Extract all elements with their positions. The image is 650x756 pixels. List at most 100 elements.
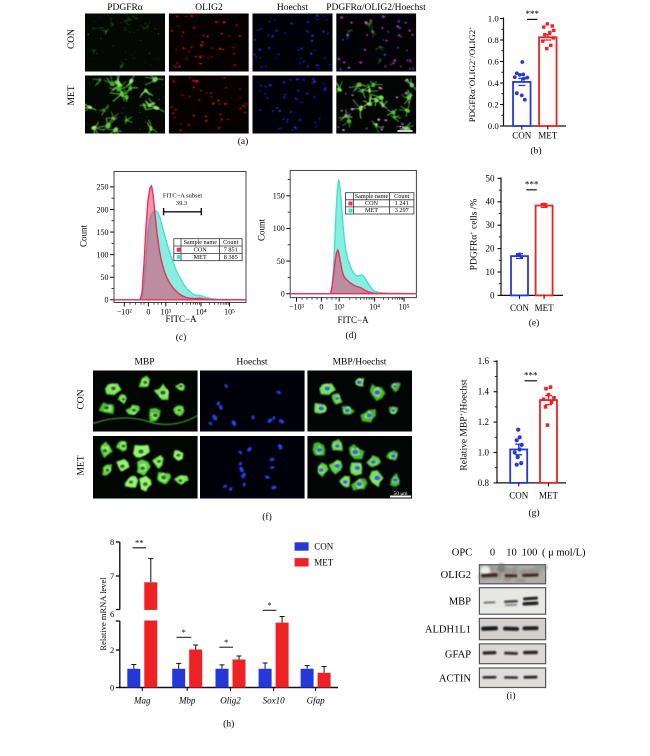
svg-text:0: 0 xyxy=(319,303,323,312)
svg-text:50: 50 xyxy=(486,173,496,183)
svg-text:MET: MET xyxy=(535,303,555,313)
svg-text:3 297: 3 297 xyxy=(395,207,409,214)
svg-text:*: * xyxy=(224,637,228,647)
svg-text:1.0: 1.0 xyxy=(478,447,490,457)
svg-text:0.2: 0.2 xyxy=(488,99,499,109)
svg-text:(h): (h) xyxy=(223,719,234,730)
svg-text:30: 30 xyxy=(486,220,496,230)
svg-text:0.8: 0.8 xyxy=(478,478,490,488)
svg-text:Mbp: Mbp xyxy=(178,696,196,706)
svg-text:**: ** xyxy=(135,538,144,548)
svg-text:MET: MET xyxy=(77,455,87,475)
svg-text:Sox10: Sox10 xyxy=(263,696,285,706)
svg-text:Relative mRNA level: Relative mRNA level xyxy=(98,577,108,651)
svg-text:CON: CON xyxy=(510,303,530,313)
svg-text:10⁵: 10⁵ xyxy=(399,303,410,312)
svg-text:(b): (b) xyxy=(530,146,541,157)
svg-text:(c): (c) xyxy=(176,332,187,343)
svg-text:(a): (a) xyxy=(238,136,249,147)
svg-text:0: 0 xyxy=(110,683,114,693)
svg-text:−10²: −10² xyxy=(117,308,133,317)
svg-text:Count: Count xyxy=(394,193,409,200)
svg-text:7: 7 xyxy=(110,571,114,581)
svg-text:0.4: 0.4 xyxy=(488,78,500,88)
svg-text:(e): (e) xyxy=(529,318,540,329)
svg-text:PDGFRα+OLIG2+/OLIG2+: PDGFRα+OLIG2+/OLIG2+ xyxy=(467,27,477,123)
svg-text:MET: MET xyxy=(67,85,77,105)
svg-text:Sample name: Sample name xyxy=(355,193,389,200)
svg-text:MBP: MBP xyxy=(134,358,154,368)
svg-text:(g): (g) xyxy=(528,508,539,519)
svg-text:20: 20 xyxy=(486,244,496,254)
svg-text:Gfap: Gfap xyxy=(307,696,326,706)
svg-text:100: 100 xyxy=(97,250,109,259)
svg-text:0.0: 0.0 xyxy=(488,121,500,131)
svg-text:10⁵: 10⁵ xyxy=(224,308,235,317)
svg-text:MET: MET xyxy=(538,131,558,141)
svg-text:6: 6 xyxy=(110,609,114,619)
svg-text:(d): (d) xyxy=(345,330,356,341)
svg-text:OPC: OPC xyxy=(452,548,472,559)
svg-text:Mag: Mag xyxy=(133,696,151,706)
svg-text:Olig2: Olig2 xyxy=(220,696,241,706)
svg-text:CON: CON xyxy=(509,491,529,501)
svg-text:100: 100 xyxy=(273,224,285,233)
svg-text:MET: MET xyxy=(365,207,378,214)
svg-text:150: 150 xyxy=(97,228,109,237)
svg-text:0: 0 xyxy=(490,548,495,559)
svg-text:Hoechst: Hoechst xyxy=(236,358,267,368)
svg-text:50: 50 xyxy=(277,257,285,266)
svg-text:1.4: 1.4 xyxy=(478,387,490,397)
svg-text:*: * xyxy=(267,600,271,610)
svg-text:ALDH1L1: ALDH1L1 xyxy=(425,625,471,636)
svg-text:MET: MET xyxy=(539,491,559,501)
svg-text:−10³: −10³ xyxy=(289,303,305,312)
svg-text:*: * xyxy=(182,627,186,637)
svg-text:8 385: 8 385 xyxy=(224,254,238,261)
svg-text:0: 0 xyxy=(490,290,495,300)
svg-text:CON: CON xyxy=(194,247,208,254)
svg-text:***: *** xyxy=(524,371,538,381)
svg-text:10: 10 xyxy=(486,267,496,277)
svg-text:PDGFRα/OLIG2/Hoechst: PDGFRα/OLIG2/Hoechst xyxy=(326,3,426,13)
svg-text:10³: 10³ xyxy=(161,308,172,317)
svg-text:( μ mol/L): ( μ mol/L) xyxy=(542,548,586,559)
svg-text:CON: CON xyxy=(77,389,87,409)
svg-text:MBP: MBP xyxy=(449,596,471,607)
svg-text:(i): (i) xyxy=(507,691,516,702)
svg-text:OLIG2: OLIG2 xyxy=(441,570,471,581)
svg-text:0: 0 xyxy=(281,290,285,299)
svg-text:200: 200 xyxy=(97,205,109,214)
svg-text:1.2: 1.2 xyxy=(478,417,489,427)
svg-text:FITC−A: FITC−A xyxy=(165,314,197,324)
svg-text:250: 250 xyxy=(97,183,109,192)
svg-text:***: *** xyxy=(525,180,539,190)
svg-text:FITC−A subset: FITC−A subset xyxy=(163,193,203,200)
svg-text:Count: Count xyxy=(257,219,267,242)
svg-text:1 241: 1 241 xyxy=(395,200,409,207)
svg-text:Sample name: Sample name xyxy=(183,239,217,246)
svg-text:0.8: 0.8 xyxy=(488,35,500,45)
svg-text:MET: MET xyxy=(314,557,334,567)
svg-text:CON: CON xyxy=(67,29,77,49)
svg-text:10³: 10³ xyxy=(334,303,345,312)
svg-text:50: 50 xyxy=(101,273,109,282)
svg-text:Count: Count xyxy=(79,225,89,248)
svg-text:MBP/Hoechst: MBP/Hoechst xyxy=(333,358,387,368)
svg-text:40: 40 xyxy=(486,197,496,207)
svg-text:1.6: 1.6 xyxy=(478,356,490,366)
svg-text:ACTIN: ACTIN xyxy=(439,673,471,684)
svg-text:GFAP: GFAP xyxy=(445,649,471,660)
svg-text:***: *** xyxy=(525,9,539,19)
svg-text:2: 2 xyxy=(110,645,114,655)
svg-text:MET: MET xyxy=(194,254,207,261)
svg-text:50 μm: 50 μm xyxy=(393,491,408,497)
svg-text:100: 100 xyxy=(522,548,538,559)
svg-text:150: 150 xyxy=(273,192,285,201)
svg-text:Hoechst: Hoechst xyxy=(277,3,308,13)
svg-text:10⁴: 10⁴ xyxy=(196,308,207,317)
svg-text:CON: CON xyxy=(512,131,532,141)
svg-text:10⁴: 10⁴ xyxy=(369,303,380,312)
svg-text:39.3: 39.3 xyxy=(176,200,187,207)
svg-text:1.0: 1.0 xyxy=(488,13,500,23)
